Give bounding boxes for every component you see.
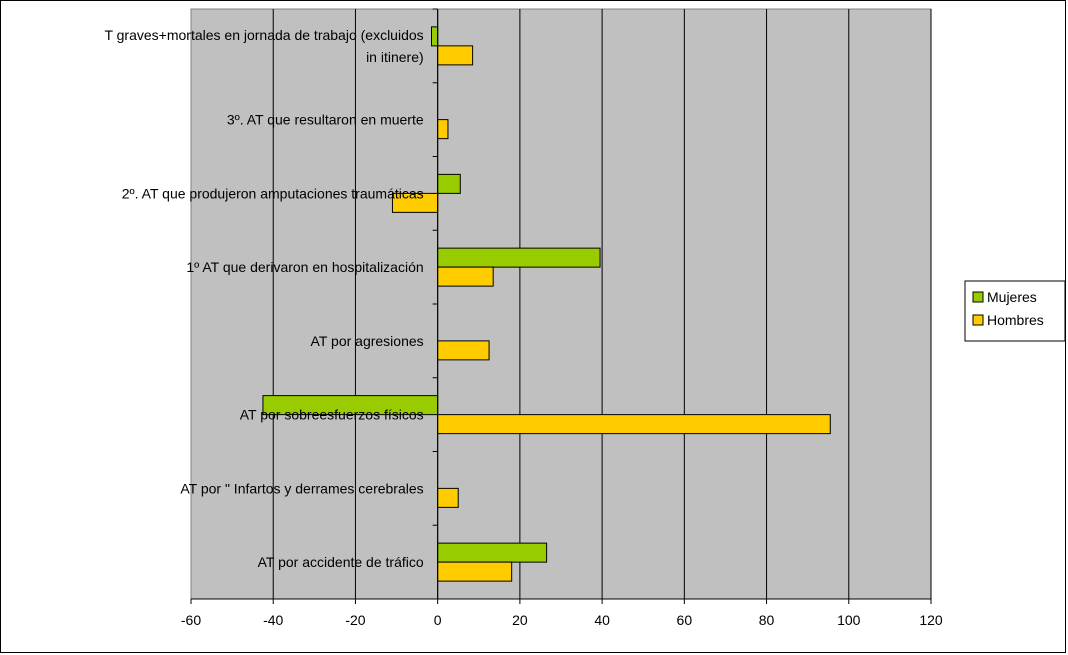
bar-mujeres — [437, 542, 548, 563]
category-label-line: in itinere) — [366, 49, 424, 65]
x-tick-label: -20 — [345, 612, 365, 628]
axes: -60 -40 -20 0 20 40 60 80 100 120 — [181, 8, 943, 628]
bar-hombres — [437, 561, 513, 582]
category-label-line: 1º AT que derivaron en hospitalización — [186, 259, 423, 275]
category-label-line: AT por " Infartos y derrames cerebrales — [180, 480, 423, 496]
x-tick-label: 100 — [837, 612, 861, 628]
plot-background — [190, 8, 932, 600]
plot-area — [190, 8, 932, 600]
x-tick-label: 60 — [677, 612, 693, 628]
bar-mujeres — [437, 247, 601, 268]
bar-hombres — [437, 487, 459, 508]
category-label: 3º. AT que resultaron en muerte — [227, 112, 424, 128]
legend-label-hombres: Hombres — [987, 312, 1044, 328]
bar-hombres — [437, 340, 490, 361]
category-label-line: AT por accidente de tráfico — [258, 554, 424, 570]
x-tick-label: -60 — [181, 612, 201, 628]
category-label-line: AT por sobreesfuerzos físicos — [240, 407, 424, 423]
x-tick-label: 20 — [512, 612, 528, 628]
legend-swatch-hombres — [972, 314, 984, 326]
bar-hombres — [437, 414, 831, 435]
category-label-line: 2º. AT que produjeron amputaciones traum… — [122, 185, 424, 201]
category-label: AT por agresiones — [311, 333, 424, 349]
category-label: AT por sobreesfuerzos físicos — [240, 407, 424, 423]
category-label: 1º AT que derivaron en hospitalización — [186, 259, 423, 275]
bar-hombres — [437, 119, 449, 140]
x-tick-label: 120 — [919, 612, 943, 628]
category-label: AT por accidente de tráfico — [258, 554, 424, 570]
bars — [262, 26, 831, 582]
category-labels: T graves+mortales en jornada de trabajo … — [104, 27, 423, 570]
bar-mujeres — [437, 173, 461, 194]
x-tick-label: 80 — [759, 612, 775, 628]
x-tick-label: 0 — [434, 612, 442, 628]
bar-mujeres — [431, 26, 439, 47]
legend-swatch-mujeres — [972, 291, 984, 303]
bar-hombres — [437, 266, 494, 287]
legend-box — [964, 280, 1066, 342]
category-label: T graves+mortales en jornada de trabajo … — [104, 27, 423, 65]
category-label-line: 3º. AT que resultaron en muerte — [227, 112, 424, 128]
legend: Mujeres Hombres — [964, 280, 1066, 342]
x-tick-label: 40 — [594, 612, 610, 628]
category-label: AT por " Infartos y derrames cerebrales — [180, 480, 423, 496]
category-label: 2º. AT que produjeron amputaciones traum… — [122, 185, 424, 201]
category-label-line: AT por agresiones — [311, 333, 424, 349]
category-label-line: T graves+mortales en jornada de trabajo … — [104, 27, 423, 43]
bar-hombres — [437, 45, 474, 66]
legend-label-mujeres: Mujeres — [987, 289, 1037, 305]
x-tick-label: -40 — [263, 612, 283, 628]
